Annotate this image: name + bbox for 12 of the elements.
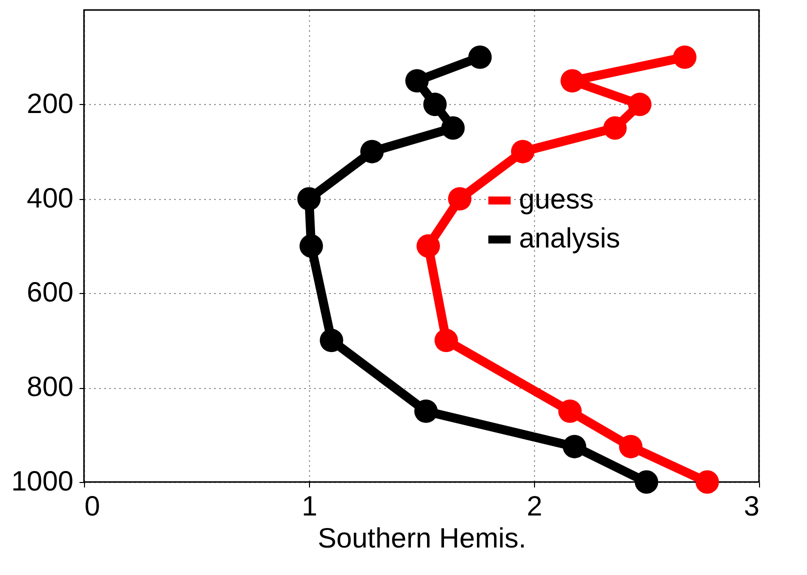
legend-label: guess bbox=[519, 184, 594, 214]
x-tick-label: 2 bbox=[526, 490, 542, 522]
x-tick-label: 0 bbox=[84, 490, 100, 522]
x-tick-label: 1 bbox=[302, 490, 318, 522]
y-tick-label: 600 bbox=[26, 276, 74, 308]
y-tick-label: 400 bbox=[26, 182, 74, 214]
y-tick-label: 1000 bbox=[11, 466, 74, 496]
x-tick-label: 3 bbox=[744, 490, 760, 522]
y-tick-label: 800 bbox=[26, 371, 74, 402]
legend-label: analysis bbox=[519, 222, 620, 254]
y-tick-label: 200 bbox=[26, 88, 74, 119]
x-axis-title: Southern Hemis. bbox=[318, 522, 526, 554]
